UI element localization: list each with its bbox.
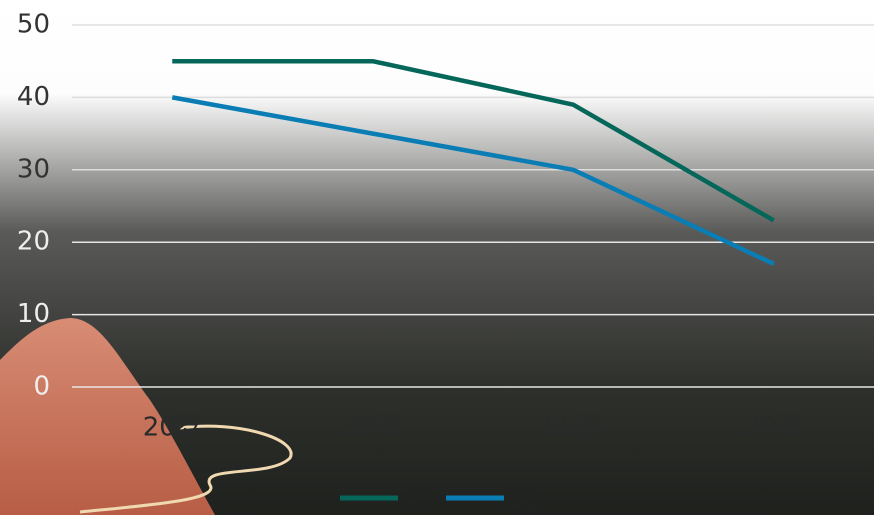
- x-tick-label: 70岁: [744, 413, 803, 443]
- series-line: [171, 95, 775, 266]
- mountain-decoration: [0, 318, 215, 515]
- y-tick-label: 40: [17, 82, 50, 112]
- x-tick-label: 30岁: [343, 413, 402, 443]
- x-tick-label: 55岁: [544, 413, 603, 443]
- legend-label: 男: [404, 483, 430, 513]
- y-tick-label: 10: [17, 299, 50, 329]
- legend-label: 女: [510, 483, 536, 513]
- y-tick-label: 50: [17, 10, 50, 40]
- series-line: [172, 58, 775, 223]
- river-decoration: [79, 424, 293, 514]
- x-tick-label: 20岁: [143, 413, 202, 443]
- y-tick-label: 20: [17, 227, 50, 257]
- y-tick-label: 30: [17, 154, 50, 184]
- y-tick-label: 0: [33, 372, 50, 402]
